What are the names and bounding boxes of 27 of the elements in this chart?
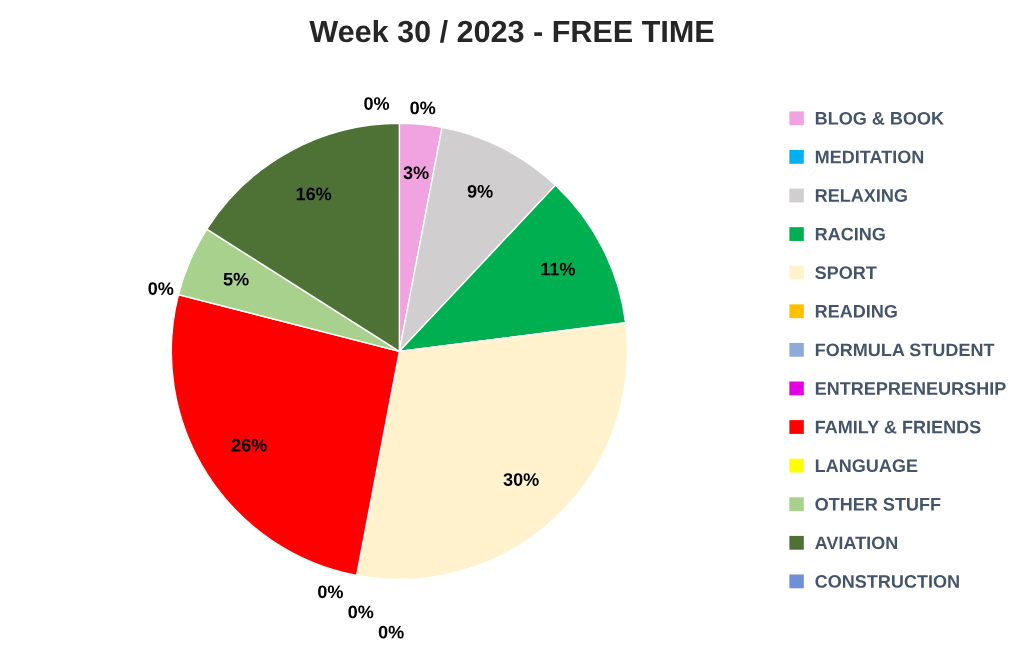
legend-label: ENTREPRENEURSHIP bbox=[815, 382, 1006, 395]
legend-label: READING bbox=[815, 304, 897, 318]
data-label: 11% bbox=[541, 262, 575, 276]
text: 0% bbox=[364, 97, 390, 110]
data-label: 3% bbox=[403, 166, 429, 180]
text: 0% bbox=[378, 625, 404, 639]
text: 0% bbox=[410, 101, 436, 115]
data-label: 30% bbox=[503, 473, 539, 486]
legend-label: FORMULA STUDENT bbox=[815, 343, 995, 357]
data-label: 5% bbox=[223, 272, 249, 286]
legend-label: AVIATION bbox=[815, 536, 898, 550]
data-label: 9% bbox=[467, 184, 493, 198]
legend-label: LANGUAGE bbox=[815, 459, 918, 473]
legend-label: RACING bbox=[815, 227, 885, 241]
data-label: 26% bbox=[231, 438, 267, 452]
text: 0% bbox=[148, 282, 174, 295]
legend-label: BLOG & BOOK bbox=[815, 111, 944, 125]
legend-label: FAMILY & FRIENDS bbox=[815, 420, 981, 434]
legend-label: SPORT bbox=[815, 266, 877, 280]
text: 0% bbox=[318, 585, 343, 599]
data-label: 16% bbox=[296, 187, 332, 201]
text: 0% bbox=[348, 605, 374, 619]
legend-label: CONSTRUCTION bbox=[815, 575, 959, 588]
legend-label: OTHER STUFF bbox=[815, 497, 941, 511]
legend-label: MEDITATION bbox=[815, 150, 924, 164]
legend-label: RELAXING bbox=[815, 189, 907, 202]
chart-title: Week 30 / 2023 - FREE TIME bbox=[309, 19, 714, 43]
